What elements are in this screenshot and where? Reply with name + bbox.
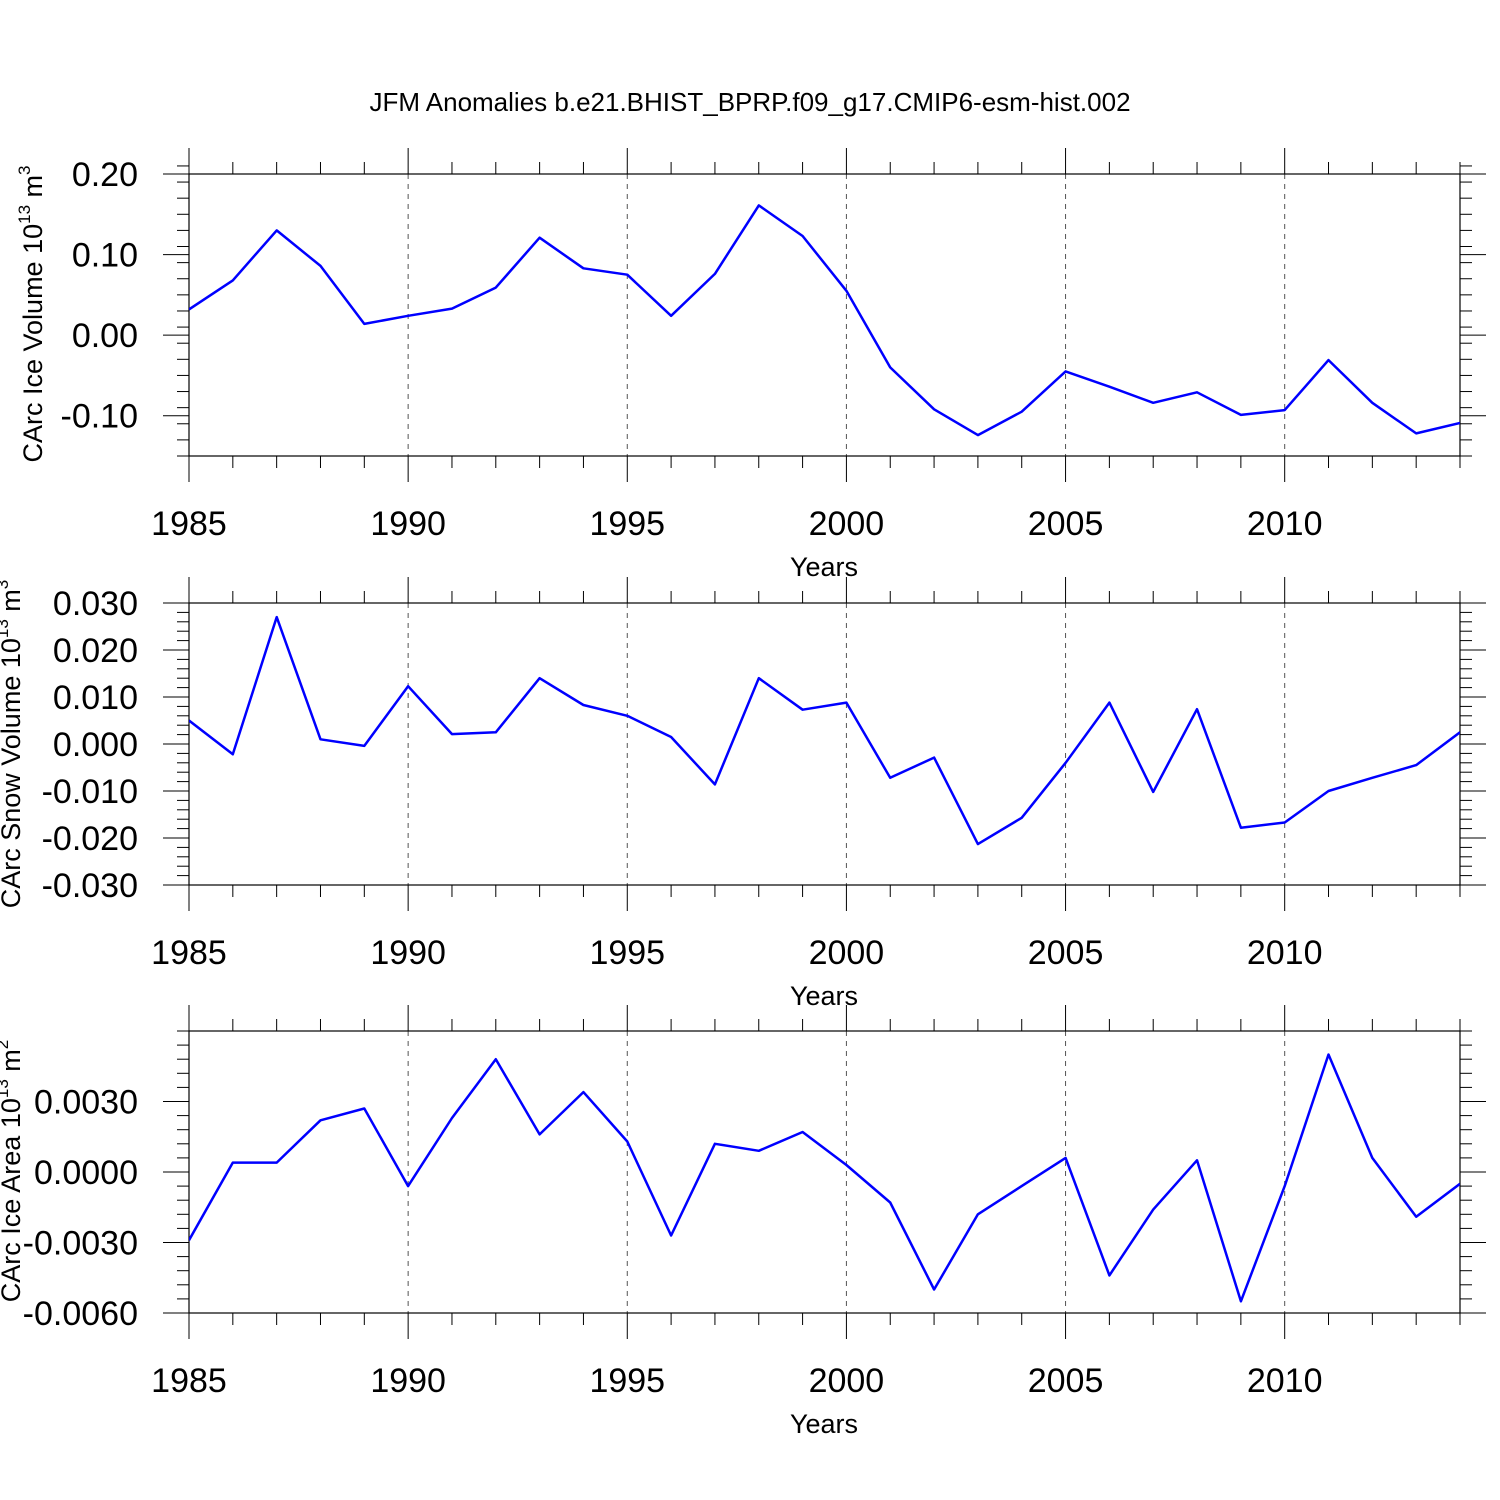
y-axis-label-exponent: 13	[0, 1079, 12, 1098]
plot-frame	[188, 173, 1461, 457]
panel-3: 1985 1990 1995 2000 2005 2010 0.0030 0.0000 -0.0…	[0, 1005, 1486, 1439]
x-tick-label: 2000	[809, 934, 885, 972]
panel-2: 1985 1990 1995 2000 2005 2010 0.030 0.020 0.010 0…	[0, 577, 1486, 1011]
x-axis-label: Years	[790, 1409, 858, 1439]
y-axis-label-unit: m	[18, 175, 48, 205]
y-tick-label: 0.10	[72, 237, 138, 275]
y-axis-label: CArc Ice Volume 1013 m3	[15, 165, 48, 462]
figure-title: JFM Anomalies b.e21.BHIST_BPRP.f09_g17.C…	[369, 87, 1130, 117]
y-axis-label-text: CArc Ice Volume 10	[18, 224, 48, 463]
panel-1: 1985 1990 1995 2000 2005 2010 0.20 0.10 0.00 -0.1…	[15, 148, 1486, 582]
x-tick-label: 2005	[1028, 1362, 1104, 1400]
x-tick-label: 2000	[809, 505, 885, 543]
y-axis-label-unit-exponent: 3	[15, 165, 34, 174]
y-tick-label: 0.000	[53, 726, 138, 764]
x-tick-label: 1985	[151, 934, 227, 972]
series-line	[189, 204, 1460, 437]
y-axis-label-unit: m	[0, 1049, 26, 1079]
y-tick-label: -0.10	[61, 398, 139, 436]
x-tick-label: 2010	[1247, 934, 1323, 972]
x-tick-label: 1990	[370, 1362, 446, 1400]
y-tick-label: 0.020	[53, 632, 138, 670]
y-axis-label-unit-exponent: 3	[0, 580, 12, 589]
y-tick-label: -0.0060	[23, 1295, 138, 1333]
y-axis-label: CArc Snow Volume 1013 m3	[0, 580, 26, 909]
y-axis-label-exponent: 13	[0, 619, 12, 638]
y-tick-label: 0.0030	[34, 1084, 138, 1122]
y-axis-label-text: CArc Snow Volume 10	[0, 638, 26, 908]
y-tick-label: 0.00	[72, 317, 138, 355]
x-tick-label: 1985	[151, 505, 227, 543]
y-tick-label: 0.0000	[34, 1154, 138, 1192]
x-tick-label: 2010	[1247, 505, 1323, 543]
x-tick-label: 1995	[589, 505, 665, 543]
x-tick-label: 1985	[151, 1362, 227, 1400]
y-axis-label-unit: m	[0, 589, 26, 619]
y-tick-label: -0.020	[42, 820, 138, 858]
y-tick-label: -0.030	[42, 867, 138, 905]
x-tick-label: 2010	[1247, 1362, 1323, 1400]
x-axis-label: Years	[790, 552, 858, 582]
y-axis-label-unit-exponent: 2	[0, 1040, 12, 1049]
x-tick-label: 1995	[589, 1362, 665, 1400]
plot-frame	[188, 602, 1461, 886]
x-tick-label: 2005	[1028, 505, 1104, 543]
x-tick-label: 2000	[809, 1362, 885, 1400]
y-axis-label-text: CArc Ice Area 10	[0, 1098, 26, 1302]
y-tick-label: -0.010	[42, 773, 138, 811]
x-tick-label: 1990	[370, 505, 446, 543]
y-tick-label: 0.030	[53, 585, 138, 623]
x-tick-label: 2005	[1028, 934, 1104, 972]
y-tick-label: -0.0030	[23, 1225, 138, 1263]
plot-frame	[188, 1030, 1461, 1314]
y-axis-label-exponent: 13	[15, 205, 34, 224]
x-axis-label: Years	[790, 981, 858, 1011]
y-tick-label: 0.20	[72, 156, 138, 194]
series-line	[189, 1053, 1460, 1303]
series-line	[189, 615, 1460, 846]
y-tick-label: 0.010	[53, 679, 138, 717]
x-tick-label: 1995	[589, 934, 665, 972]
y-axis-label: CArc Ice Area 1013 m2	[0, 1040, 26, 1303]
x-tick-label: 1990	[370, 934, 446, 972]
